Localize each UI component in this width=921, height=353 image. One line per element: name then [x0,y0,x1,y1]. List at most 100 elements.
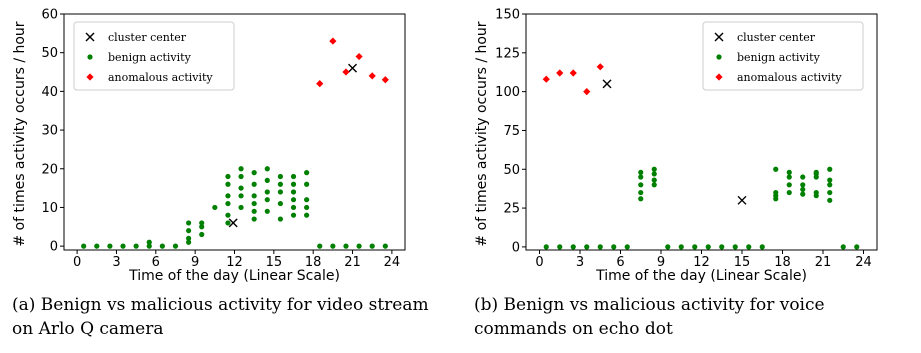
legend-marker [85,32,95,42]
x-tick-label: 12 [226,255,243,270]
data-point [290,212,297,218]
data-point [212,204,218,211]
data-point [719,244,725,250]
data-point [225,173,231,180]
data-point [651,166,657,172]
data-point-stroke-2 [737,195,747,205]
x-tick-label: 9 [657,255,665,270]
data-point [596,63,604,71]
data-point [692,244,698,250]
data-point [584,244,590,250]
data-point [251,208,257,214]
x-tick-label: 0 [73,255,81,270]
data-point [786,174,792,180]
data-point [146,243,152,249]
legend-label: anomalous activity [108,71,213,84]
data-point [199,220,205,226]
data-point [290,181,297,187]
data-point [304,197,310,203]
data-point [542,75,550,83]
x-tick-label: 15 [734,255,751,270]
x-tick-label: 3 [576,255,584,270]
data-point [264,197,270,203]
legend-marker-stroke-2 [85,32,95,42]
data-point [638,182,644,188]
data-point-stroke-2 [348,63,358,73]
data-point [225,193,231,199]
data-point [290,204,297,211]
data-point [602,79,612,89]
data-point [251,216,257,222]
data-point [133,243,139,249]
data-point [172,243,179,249]
data-point [107,243,113,249]
x-axis-label: Time of the day (Linear Scale) [128,268,340,284]
data-point [381,76,389,84]
data-point [199,224,205,230]
data-point [251,181,257,187]
data-point [264,166,270,172]
x-tick-label: 3 [112,255,120,270]
data-point [238,173,244,180]
y-tick-label: 25 [503,202,520,217]
legend-marker-stroke-2 [714,32,724,42]
data-point [199,231,205,238]
data-point [329,37,337,45]
data-point [800,186,806,193]
data-point [827,182,833,188]
legend-marker [87,54,93,60]
data-point [813,169,819,175]
data-point [773,189,779,196]
data-point [368,72,376,80]
data-point [678,244,684,250]
data-point [185,228,192,234]
x-tick-label: 9 [191,255,199,270]
data-point [304,170,310,176]
chart-panel-b: 0 3 6 9 12 15 18 21 24 0 25 50 75 100 125 150 Time of th… [474,8,878,284]
data-point [813,189,819,196]
data-point [638,189,644,196]
data-point [773,166,779,172]
data-point [382,243,388,249]
data-point [737,195,747,205]
data-point [317,243,323,249]
data-point [316,80,324,88]
data-point [330,243,336,249]
data-point [225,181,231,187]
data-point [251,170,257,176]
data-point [304,181,310,187]
legend-marker [715,73,723,81]
x-tick-label: 6 [152,255,160,270]
x-axis-label: Time of the day (Linear Scale) [595,268,807,284]
data-point [342,68,350,76]
series-benign-activity [81,166,388,249]
data-point [185,220,192,226]
data-point [705,244,711,250]
data-point [786,189,792,196]
data-point [355,52,363,61]
data-point [251,193,257,199]
y-tick-label: 60 [41,8,58,23]
data-point [238,185,244,191]
data-point [277,216,284,222]
data-point [356,243,362,249]
data-point-stroke-2 [228,218,238,228]
data-point [146,239,152,245]
data-point [343,243,349,249]
y-tick-label: 75 [503,124,520,139]
legend-box [702,21,864,91]
x-tick-label: 6 [616,255,624,270]
series-benign-activity [543,166,860,250]
data-point [597,244,603,250]
x-tick-label: 24 [855,255,872,270]
data-point [290,173,297,180]
data-point [827,197,833,203]
y-tick-label: 10 [41,201,58,216]
data-point [759,244,765,250]
y-axis-label: # of times activity occurs / hour [474,21,490,246]
x-tick-label: 24 [384,255,401,270]
legend-marker [716,54,722,60]
series-cluster-center [228,63,358,228]
x-tick-label: 18 [774,255,791,270]
